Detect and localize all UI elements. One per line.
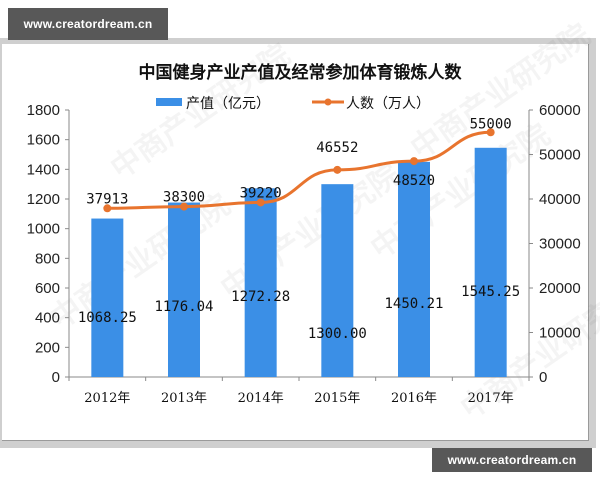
left-y-axis: 0 200 400 600 800 1000 1200 1400 1600 1800	[27, 102, 70, 386]
data-labels: 1068.25 1176.04 1272.28 1300.00 1450.21 1545.…	[78, 116, 520, 342]
watermark-bottom: www.creatordream.cn	[432, 448, 592, 472]
bar-value-label: 1068.25	[78, 310, 137, 326]
bar	[398, 161, 430, 377]
bar	[168, 202, 200, 377]
left-axis-tick-label: 400	[35, 310, 60, 327]
chart-title: 中国健身产业产值及经常参加体育锻炼人数	[139, 62, 463, 83]
left-axis-tick-label: 1000	[27, 221, 60, 238]
bar	[91, 218, 124, 377]
bar-value-label: 1176.04	[154, 299, 213, 315]
line-marker	[410, 157, 418, 166]
x-axis-tick-label: 2015年	[314, 391, 360, 406]
left-axis-tick-label: 1200	[27, 191, 60, 208]
line-value-label: 37913	[86, 191, 128, 207]
left-axis-tick-label: 1400	[27, 161, 60, 178]
legend-item-line: 人数（万人）	[312, 96, 430, 112]
bar	[244, 188, 277, 377]
legend-line-label: 人数（万人）	[346, 96, 430, 112]
bar-value-label: 1450.21	[384, 296, 443, 312]
bar	[321, 184, 354, 377]
bar-series	[91, 147, 507, 377]
right-axis-tick-label: 60000	[539, 102, 581, 119]
line-marker	[333, 165, 342, 174]
legend-line-marker	[324, 98, 332, 106]
left-axis-tick-label: 1800	[27, 102, 60, 119]
bar-value-label: 1545.25	[461, 284, 520, 300]
right-axis-tick-label: 50000	[539, 147, 581, 164]
x-axis: 2012年 2013年 2014年 2015年 2016年 2017年	[68, 376, 530, 406]
left-axis-tick-label: 0	[52, 369, 60, 386]
line-marker	[103, 204, 112, 213]
legend: 产值（亿元） 人数（万人）	[156, 96, 430, 112]
line-value-label: 38300	[163, 190, 205, 206]
x-axis-tick-label: 2017年	[468, 391, 514, 406]
line-series	[103, 128, 495, 213]
left-axis-tick-label: 1600	[27, 132, 60, 149]
bar-value-label: 1300.00	[308, 326, 367, 342]
left-axis-tick-label: 600	[35, 280, 60, 297]
x-axis-tick-label: 2012年	[84, 391, 130, 406]
right-axis-tick-label: 10000	[539, 325, 581, 342]
left-axis-tick-label: 200	[35, 339, 60, 356]
line-marker	[180, 202, 188, 211]
line-value-label: 55000	[470, 116, 512, 132]
x-axis-tick-label: 2016年	[391, 391, 437, 406]
bar	[474, 147, 507, 377]
left-axis-tick-label: 800	[35, 250, 60, 267]
legend-bar-swatch	[156, 98, 182, 106]
right-axis-tick-label: 0	[539, 369, 547, 386]
legend-bar-label: 产值（亿元）	[186, 96, 270, 112]
bar-value-label: 1272.28	[231, 289, 290, 305]
line-marker	[486, 128, 495, 137]
right-axis-tick-label: 40000	[539, 191, 581, 208]
legend-item-bar: 产值（亿元）	[156, 96, 270, 112]
x-axis-tick-label: 2014年	[238, 391, 284, 406]
right-y-axis: 0 10000 20000 30000 40000 50000 60000	[528, 102, 581, 386]
line-marker	[256, 198, 265, 207]
right-axis-tick-label: 20000	[539, 280, 581, 297]
x-axis-tick-label: 2013年	[161, 391, 207, 406]
line-value-label: 48520	[393, 173, 435, 189]
line-value-label: 39220	[240, 185, 282, 201]
watermark-top: www.creatordream.cn	[8, 8, 168, 40]
line-value-label: 46552	[316, 140, 358, 156]
right-axis-tick-label: 30000	[539, 236, 581, 253]
